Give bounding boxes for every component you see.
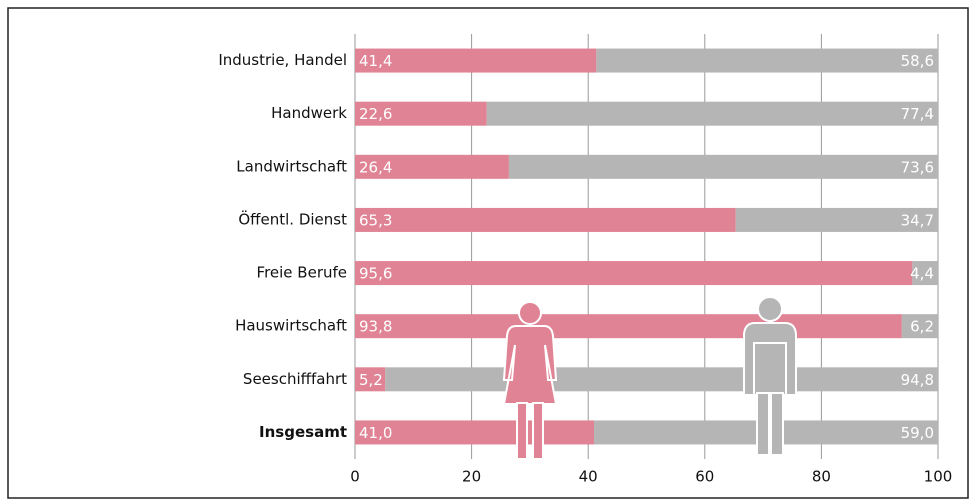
data-label: 26,4: [359, 158, 392, 176]
data-label: 59,0: [901, 424, 934, 442]
bar-segment: [355, 420, 595, 445]
bar-segment: [355, 207, 736, 232]
data-label: 94,8: [901, 371, 934, 389]
y-tick-label: Hauswirtschaft: [235, 317, 347, 335]
data-label: 95,6: [359, 265, 392, 283]
y-tick-label: Freie Berufe: [257, 264, 347, 282]
y-tick-label: Insgesamt: [259, 423, 347, 441]
bar-segment: [355, 101, 487, 126]
data-label: 5,2: [359, 371, 383, 389]
data-label: 4,4: [910, 265, 934, 283]
bar-segment: [735, 207, 938, 232]
data-label: 22,6: [359, 105, 392, 123]
y-tick-label: Industrie, Handel: [218, 51, 347, 69]
bar-segment: [596, 48, 938, 73]
bar-segment: [355, 48, 597, 73]
x-tick-label: 60: [695, 468, 714, 486]
plot: 0 20 40 60 80 100 Industrie, Handel 41,4 58,6 Han…: [218, 34, 952, 486]
bar-segment: [355, 261, 913, 286]
data-label: 58,6: [901, 52, 934, 70]
x-tick-label: 20: [462, 468, 481, 486]
x-tick-label: 40: [579, 468, 598, 486]
data-label: 41,4: [359, 52, 392, 70]
data-label: 34,7: [901, 211, 934, 229]
bar-segment: [486, 101, 938, 126]
bar-segment: [901, 314, 938, 339]
x-tick-label: 0: [350, 468, 360, 486]
y-tick-label: Handwerk: [271, 104, 347, 122]
bar-segment: [355, 154, 509, 179]
x-tick-label: 100: [924, 468, 953, 486]
bar-segment: [385, 367, 938, 392]
bar-segment: [355, 314, 902, 339]
x-tick-label: 80: [812, 468, 831, 486]
data-label: 41,0: [359, 424, 392, 442]
female-icon: [502, 301, 558, 460]
data-label: 93,8: [359, 318, 392, 336]
male-icon: [743, 296, 797, 456]
frame: [7, 7, 969, 499]
data-label: 73,6: [901, 158, 934, 176]
y-tick-label: Öffentl. Dienst: [238, 209, 347, 228]
data-label: 6,2: [910, 318, 934, 336]
bar-segment: [508, 154, 938, 179]
data-label: 65,3: [359, 211, 392, 229]
data-label: 77,4: [901, 105, 934, 123]
y-tick-label: Landwirtschaft: [236, 157, 347, 175]
bar-segment: [355, 367, 386, 392]
y-tick-label: Seeschifffahrt: [243, 370, 347, 388]
bar-segment: [912, 261, 938, 286]
